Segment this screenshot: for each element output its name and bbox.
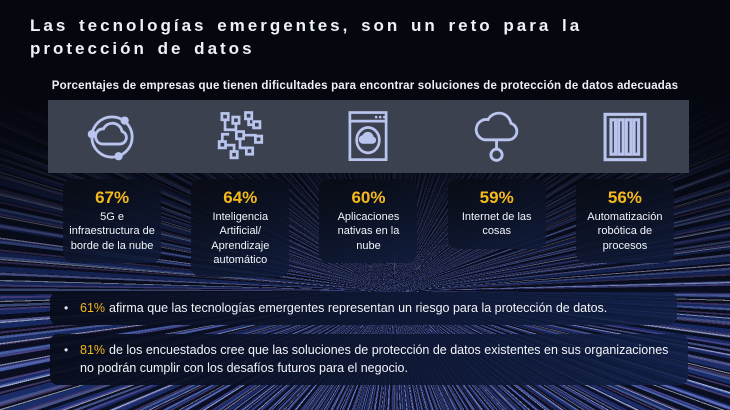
bullet-panel-future: • 81% de los encuestados cree que las sol… (50, 334, 688, 385)
stat-percentage: 67% (95, 188, 130, 207)
page-title: Las tecnologías emergentes, son un reto … (30, 16, 583, 58)
cloud-orbit-icon (82, 107, 142, 167)
icon-band (48, 100, 689, 173)
stat-label: Aplicaciones nativas en la nube (337, 211, 400, 252)
stat-label: Internet de las cosas (461, 211, 532, 238)
stat-card-5g-edge: 67% 5G e infraestructura de borde de la … (63, 179, 162, 263)
bullet-statement: de los encuestados cree que las solucion… (80, 343, 669, 375)
bullet-panel-risk: • 61% afirma que las tecnologías emergent… (50, 292, 677, 325)
stat-card-ai-ml: 64% Inteligencia Artificial/ Aprendizaje… (191, 179, 290, 278)
bullet-dot: • (64, 343, 69, 357)
rpa-bars-icon (596, 108, 654, 166)
bullet-text: 81% de los encuestados cree que las soluc… (80, 341, 676, 377)
stat-percentage: 59% (479, 188, 514, 207)
browser-cloud-icon (339, 108, 397, 166)
stats-row: 67% 5G e infraestructura de borde de la … (48, 179, 689, 278)
stat-percentage: 56% (607, 188, 642, 207)
subtitle: Porcentajes de empresas que tienen dific… (51, 80, 679, 92)
stat-percentage: 60% (351, 188, 386, 207)
stat-card-rpa: 56% Automatización robótica de procesos (575, 179, 674, 263)
stat-percentage: 64% (223, 188, 258, 207)
bullet-dot: • (64, 301, 69, 315)
bullet-statement: afirma que las tecnologías emergentes re… (109, 301, 608, 315)
iot-cloud-icon (467, 107, 527, 167)
stat-card-iot: 59% Internet de las cosas (447, 179, 546, 249)
stat-label: 5G e infraestructura de borde de la nube (69, 211, 155, 252)
bullet-percentage: 81% (80, 343, 106, 357)
stat-card-cloud-native: 60% Aplicaciones nativas en la nube (319, 179, 418, 263)
bullet-text: 61% afirma que las tecnologías emergentes… (80, 299, 607, 317)
ai-network-icon (211, 108, 269, 166)
stat-label: Automatización robótica de procesos (587, 211, 663, 252)
stat-label: Inteligencia Artificial/ Aprendizaje aut… (211, 211, 270, 266)
bullet-percentage: 61% (80, 301, 106, 315)
